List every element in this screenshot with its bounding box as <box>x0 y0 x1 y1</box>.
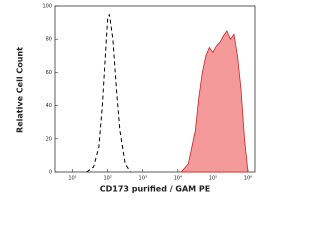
x-tick-label: 10⁶ <box>244 176 252 182</box>
y-tick-label: 40 <box>46 103 52 109</box>
x-tick-label: 10¹ <box>68 176 76 182</box>
y-tick-label: 0 <box>49 170 52 176</box>
line <box>86 14 131 173</box>
y-tick-label: 100 <box>42 4 52 10</box>
x-axis-label: CD173 purified / GAM PE <box>100 185 211 194</box>
x-tick-label: 10³ <box>139 176 147 182</box>
x-tick-label: 10⁵ <box>209 176 217 182</box>
area <box>180 30 249 173</box>
x-tick-label: 10² <box>103 176 111 182</box>
y-tick-label: 60 <box>46 70 52 76</box>
page: CD173 purified / GAM PE Relative Cell Co… <box>15 3 256 194</box>
x-tick-label: 10⁴ <box>174 176 182 182</box>
plot-frame <box>54 5 256 173</box>
y-axis-label: Relative Cell Count <box>16 47 25 133</box>
y-tick-label: 80 <box>46 37 52 43</box>
y-tick-label: 20 <box>46 136 52 142</box>
chart: CD173 purified / GAM PE Relative Cell Co… <box>16 4 256 194</box>
